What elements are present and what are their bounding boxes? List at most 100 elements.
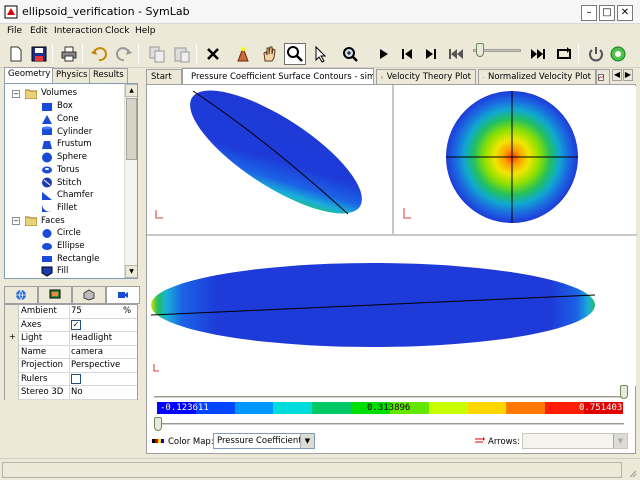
line-plot-icon [598,74,604,80]
tab-transform[interactable] [72,286,106,304]
loop-button[interactable] [553,43,575,65]
close-button[interactable]: ✕ [617,5,633,21]
property-value[interactable]: 75 [71,306,82,316]
record-button[interactable] [607,43,629,65]
chevron-down-icon[interactable]: ▼ [300,434,314,448]
tree-item-circle[interactable]: Circle [41,227,81,240]
tree-item-fillet[interactable]: Fillet [41,202,77,215]
range-min-slider[interactable] [154,417,628,434]
camera-icon [118,292,128,298]
play-button[interactable] [372,43,394,65]
undo-button[interactable] [88,43,110,65]
tab-scroll-left-icon[interactable]: ◀ [612,69,622,81]
save-button[interactable] [28,43,50,65]
menu-edit[interactable]: Edit [30,26,48,36]
color-map-select[interactable]: Pressure Coefficient ▼ [213,433,315,449]
property-row-stereo[interactable]: Stereo 3D No [5,386,137,400]
tab-normalized-velocity[interactable]: Normalized Velocity Plot [478,69,596,84]
lamp-button[interactable] [232,43,254,65]
property-value[interactable]: Perspective [71,360,121,370]
range-min-thumb[interactable] [154,417,162,431]
zoom-button[interactable] [284,43,306,65]
scroll-up-arrow[interactable]: ▲ [125,84,137,97]
tab-velocity-theory[interactable]: Velocity Theory Plot [376,69,476,84]
rulers-checkbox[interactable] [71,373,81,384]
fast-forward-button[interactable] [527,43,549,65]
view-perspective[interactable] [148,86,391,234]
range-max-thumb[interactable] [620,385,628,399]
menu-clock[interactable]: Clock [105,26,130,36]
property-row-name[interactable]: Name camera [5,345,137,359]
maximize-button[interactable]: □ [599,5,615,21]
menu-help[interactable]: Help [135,26,156,36]
arrows-select[interactable]: ▼ [522,433,628,449]
tab-geometry[interactable]: Geometry [4,67,55,83]
tree-item-box[interactable]: Box [41,100,73,113]
property-row-axes[interactable]: Axes ✓ [5,318,137,332]
property-value[interactable]: No [71,387,83,397]
tree-item-sphere[interactable]: Sphere [41,151,87,164]
colormap-icon [152,439,164,443]
menu-interaction[interactable]: Interaction [54,26,103,36]
menu-file[interactable]: File [7,26,23,36]
tree-item-chamfer[interactable]: Chamfer [41,189,94,202]
property-key: Rulers [21,373,48,384]
tree-node-faces[interactable]: Faces [25,214,65,227]
tree-item-torus[interactable]: Torus [41,164,79,177]
tab-overflow[interactable] [596,69,610,84]
redo-icon [116,47,132,62]
scroll-down-arrow[interactable]: ▼ [125,265,137,278]
chevron-down-icon[interactable]: ▼ [613,434,627,448]
property-key: Projection [21,360,64,370]
tree-item-cone[interactable]: Cone [41,113,79,126]
print-button[interactable] [58,43,80,65]
property-value[interactable]: Headlight [71,333,113,343]
redo-button[interactable] [113,43,135,65]
copy-button[interactable] [146,43,168,65]
color-map-label: Color Map: [168,437,214,447]
tab-physics[interactable]: Physics [52,68,92,83]
tab-scroll-right-icon[interactable]: ▶ [623,69,633,81]
tree-item-rectangle[interactable]: Rectangle [41,252,99,265]
tree-item-frustum[interactable]: Frustum [41,138,92,151]
animation-slider-thumb[interactable] [476,43,484,57]
animation-slider-track[interactable] [473,49,521,52]
tab-pressure-contours[interactable]: Pressure Coefficient Surface Contours - … [182,68,374,84]
select-arrow-button[interactable] [309,43,331,65]
tab-results[interactable]: Results [89,68,128,83]
faces-collapse-toggle[interactable]: − [12,217,20,225]
tree-scrollbar[interactable]: ▲ ▼ [124,84,137,278]
paste-button[interactable] [171,43,193,65]
tab-display[interactable] [38,286,72,304]
pan-hand-button[interactable] [258,43,280,65]
volumes-collapse-toggle[interactable]: − [12,90,20,98]
tab-camera[interactable] [106,286,140,304]
tree-item-cylinder[interactable]: Cylinder [41,125,92,138]
scroll-thumb[interactable] [126,98,137,160]
delete-button[interactable] [202,43,224,65]
expand-icon[interactable]: + [9,332,16,341]
tree-item-fill[interactable]: Fill [41,265,68,278]
rewind-button[interactable] [445,43,467,65]
view-side[interactable] [148,236,636,386]
step-forward-button[interactable] [420,43,442,65]
view-front[interactable] [394,86,636,234]
resize-grip-icon[interactable] [627,468,637,478]
tree-item-ellipse[interactable]: Ellipse [41,240,85,253]
power-button[interactable] [585,43,607,65]
tree-item-stitch[interactable]: Stitch [41,176,81,189]
tree-node-volumes[interactable]: Volumes [25,87,77,100]
tab-start[interactable]: Start [146,69,182,84]
axes-checkbox[interactable]: ✓ [71,319,81,330]
step-back-button[interactable] [396,43,418,65]
tab-scene[interactable] [4,286,38,304]
range-max-slider[interactable] [154,385,628,406]
property-row-ambient[interactable]: Ambient 75 % [5,305,137,319]
zoom-region-button[interactable] [339,43,361,65]
minimize-button[interactable]: – [581,5,597,21]
property-row-light[interactable]: + Light Headlight [5,332,137,346]
property-row-projection[interactable]: Projection Perspective [5,359,137,373]
property-value[interactable]: camera [71,346,104,357]
property-row-rulers[interactable]: Rulers [5,372,137,386]
new-file-button[interactable] [5,43,27,65]
